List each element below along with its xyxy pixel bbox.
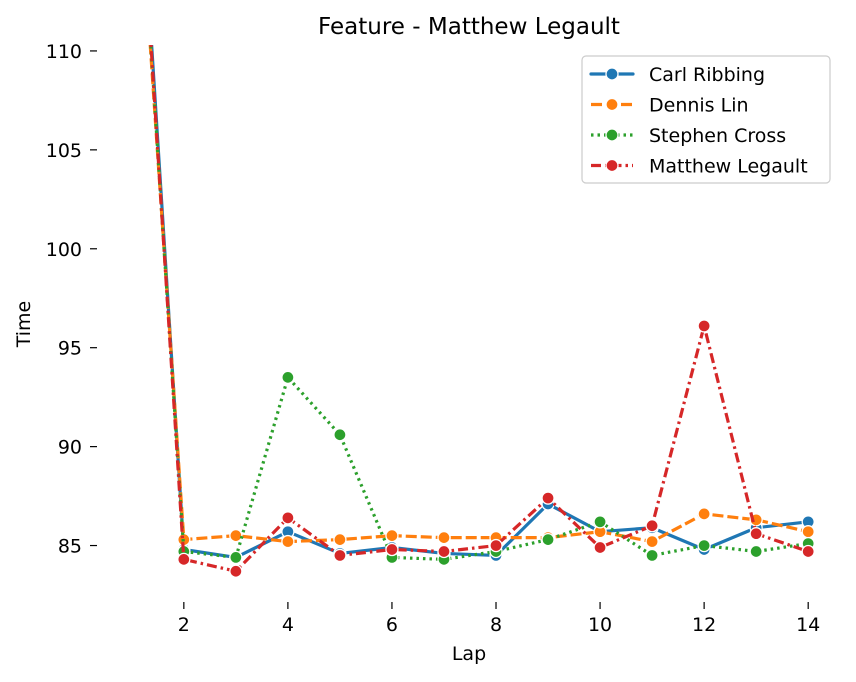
x-tick-label: 2 [178,614,190,636]
data-point [645,534,659,549]
data-point [749,527,763,541]
data-point [281,511,295,525]
x-tick-label: 10 [588,614,612,636]
series-line-matthew-legault [149,45,809,573]
series-matthew-legault [149,45,815,578]
legend: Carl Ribbing Dennis Lin Stephen Cross Matth… [581,55,831,184]
x-axis: 2 4 6 8 10 12 14 [178,602,820,636]
x-tick-label: 6 [386,614,398,636]
data-point [281,534,295,549]
y-tick-label: 85 [58,536,82,558]
data-point [541,491,555,505]
y-tick-label: 95 [58,338,82,360]
legend-swatch-marker [605,158,619,173]
data-point [489,538,503,553]
data-point [437,544,451,559]
legend-label: Matthew Legault [649,156,808,178]
legend-label: Dennis Lin [649,95,749,117]
data-point [437,530,451,545]
data-point [281,370,295,385]
data-point [541,532,555,547]
data-point [593,540,607,555]
chart-title: Feature - Matthew Legault [318,14,620,40]
data-point [593,515,607,529]
data-point [749,544,763,559]
data-point [333,548,347,563]
series-line-dennis-lin [148,45,809,544]
data-point [645,519,659,533]
data-point [333,428,347,442]
data-point [697,319,711,333]
data-point [229,528,243,543]
data-point [177,552,191,567]
legend-swatch-marker [605,97,619,112]
y-tick-label: 110 [46,41,82,63]
data-point [229,564,243,578]
data-point [385,542,399,557]
plot-area [148,45,815,578]
y-tick-label: 100 [46,239,82,261]
data-point [697,507,711,521]
y-axis-label: Time [13,301,35,349]
y-axis: 85 90 95 100 105 110 [46,41,97,558]
data-point [385,528,399,543]
data-point [645,548,659,563]
data-point [697,538,711,553]
y-tick-label: 90 [58,437,82,459]
legend-frame [581,55,831,184]
x-tick-label: 4 [282,614,294,636]
y-tick-label: 105 [46,140,82,162]
legend-swatch-marker [605,67,619,81]
x-tick-label: 14 [796,614,820,636]
data-point [229,550,243,565]
series-line-stephen-cross [149,45,809,561]
data-point [801,525,815,539]
legend-label: Stephen Cross [649,125,786,147]
data-point [333,532,347,547]
legend-swatch-marker [605,128,619,142]
x-axis-label: Lap [452,643,486,665]
data-point [801,544,815,559]
legend-label: Carl Ribbing [649,64,765,86]
x-tick-label: 12 [692,614,716,636]
x-tick-label: 8 [490,614,502,636]
